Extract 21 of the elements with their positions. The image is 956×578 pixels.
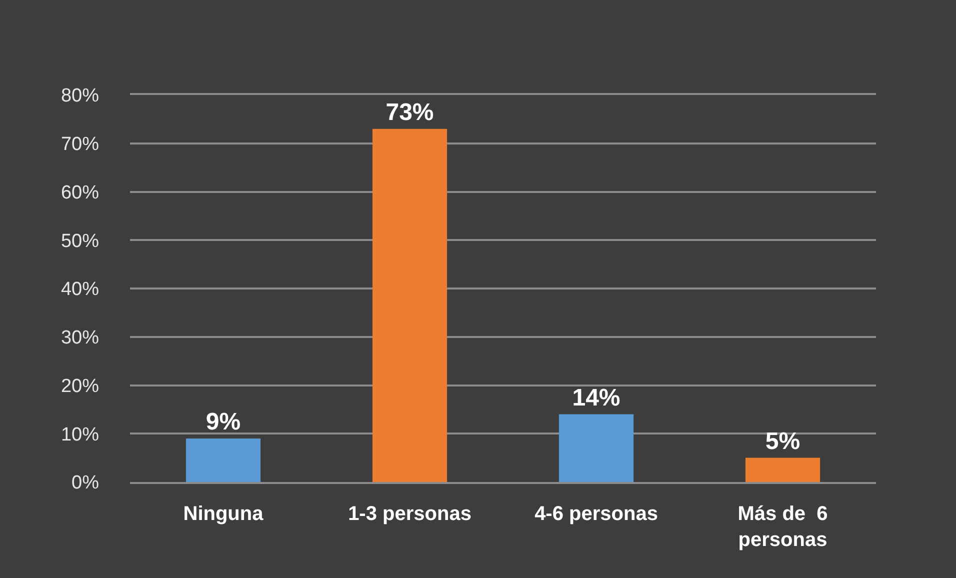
y-tick-label: 80% bbox=[60, 86, 100, 107]
x-tick-label: 4-6 personas bbox=[534, 503, 658, 525]
y-tick-label: 60% bbox=[60, 182, 100, 204]
bar bbox=[186, 438, 261, 482]
x-tick-label: 1-3 personas bbox=[348, 503, 472, 525]
bar bbox=[372, 128, 448, 482]
y-tick-label: 10% bbox=[60, 424, 100, 446]
data-label: 5% bbox=[765, 428, 800, 455]
y-tick-label: 50% bbox=[60, 230, 100, 252]
y-tick-label: 40% bbox=[60, 279, 100, 300]
data-label: 73% bbox=[386, 98, 434, 126]
data-label: 9% bbox=[206, 408, 241, 436]
bar bbox=[745, 458, 820, 482]
y-tick-label: 20% bbox=[60, 376, 100, 397]
y-tick-label: 0% bbox=[72, 472, 100, 494]
x-tick-label: Ninguna bbox=[183, 503, 264, 525]
x-tick-label: Más de 6 personas bbox=[738, 503, 828, 551]
bar bbox=[558, 414, 634, 482]
y-tick-label: 30% bbox=[60, 328, 100, 349]
y-tick-label: 70% bbox=[60, 134, 100, 156]
data-label: 14% bbox=[572, 384, 620, 412]
